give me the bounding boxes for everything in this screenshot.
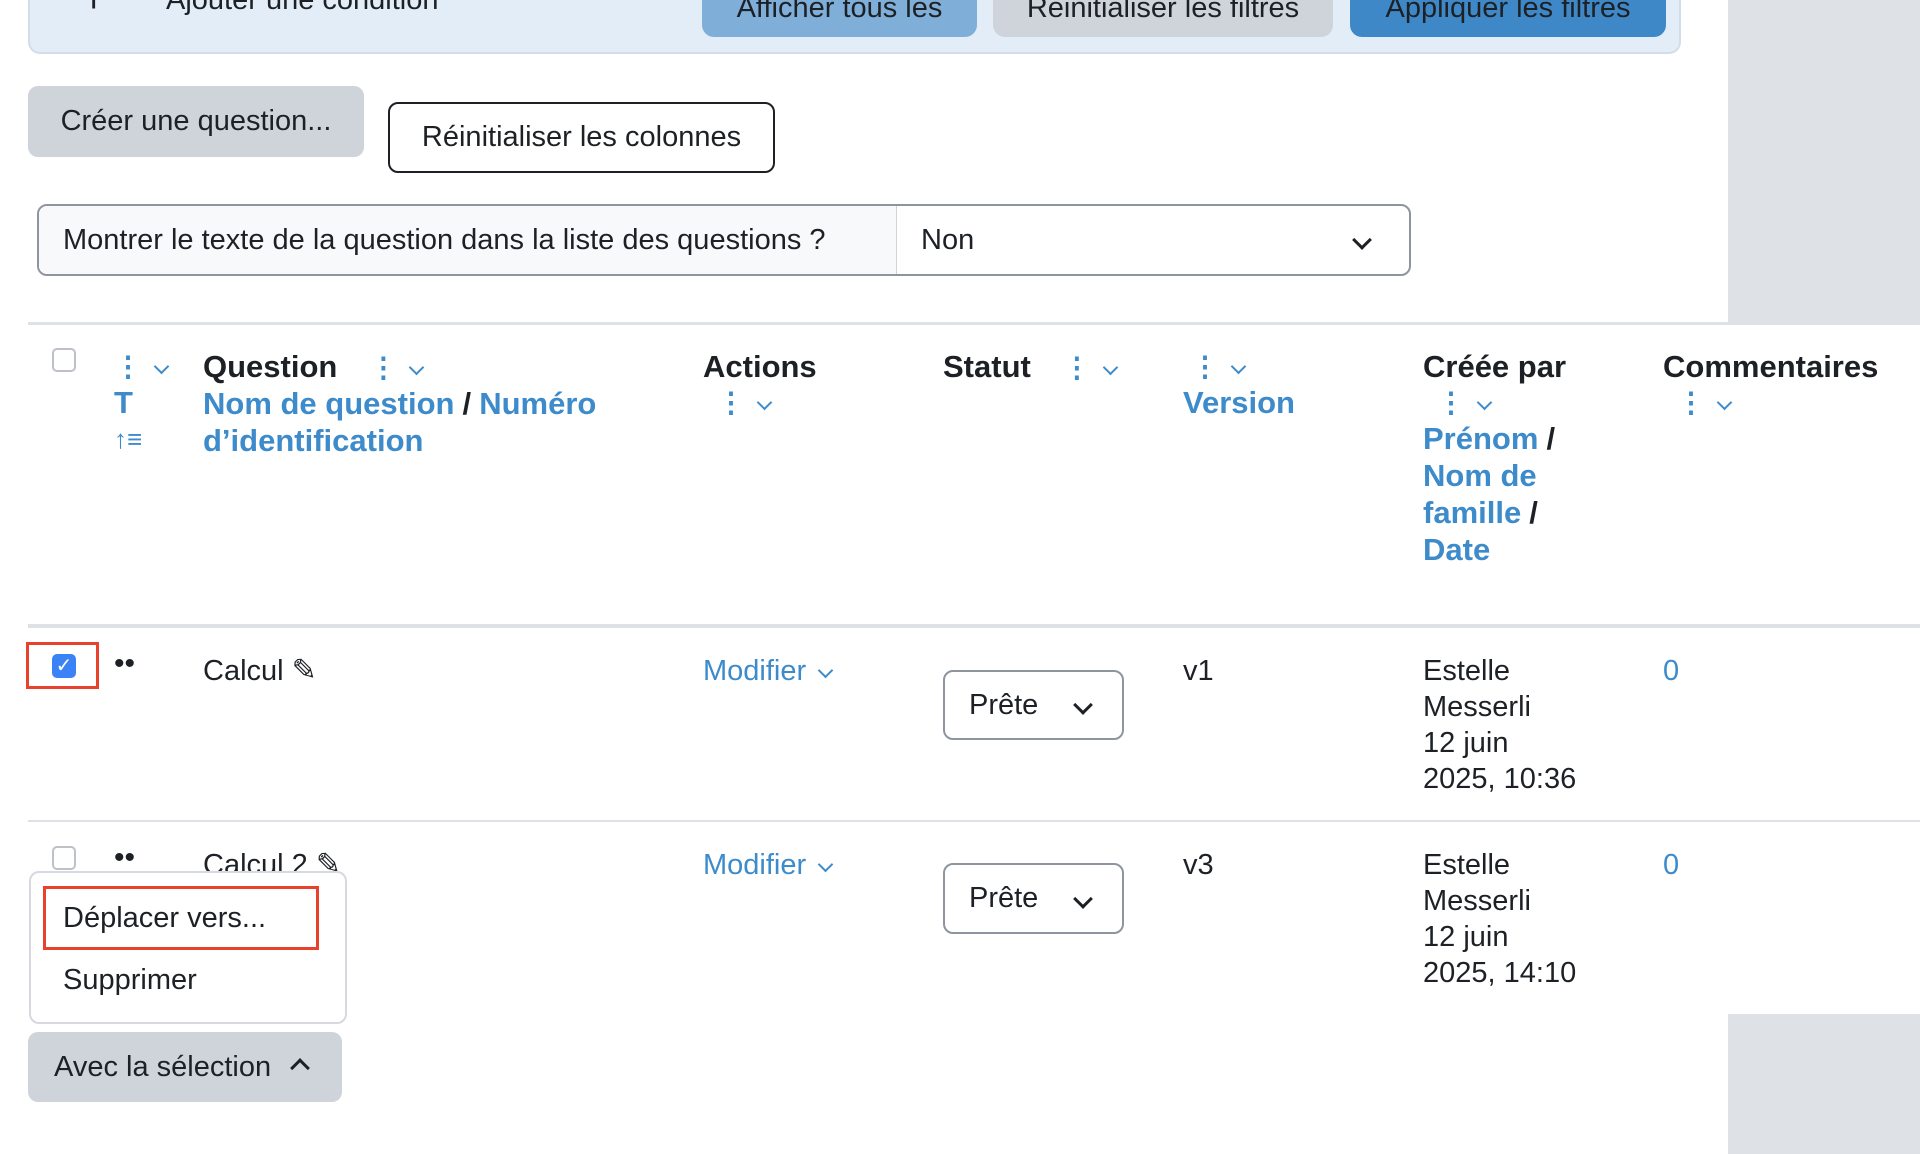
reset-filters-button[interactable]: Réinitialiser les filtres: [993, 0, 1333, 37]
modify-label: Modifier: [703, 655, 807, 687]
pencil-icon[interactable]: ✎: [291, 654, 317, 687]
separator: /: [462, 386, 472, 421]
version-cell: v3: [1183, 849, 1214, 881]
add-condition-link[interactable]: Ajouter une condition: [166, 0, 439, 16]
sort-last-name-link[interactable]: Nom de famille: [1423, 458, 1537, 530]
created-time: 2025, 10:36: [1423, 763, 1577, 795]
row-checkbox[interactable]: ✓: [52, 654, 76, 678]
comments-column-header: Commentaires ⋮: [1663, 349, 1878, 421]
table-row: •• Calcul 2 ✎ Modifier Prête v3 Estelle M…: [0, 822, 1920, 1014]
plus-icon[interactable]: +: [82, 0, 105, 19]
bulk-action-menu: Déplacer vers... Supprimer: [29, 871, 347, 1024]
chevron-down-icon: [1352, 230, 1372, 250]
show-text-group: Montrer le texte de la question dans la …: [37, 204, 1411, 276]
question-column-header: Question ⋮ Nom de question / Numéro d’id…: [203, 349, 643, 460]
sort-id-number-link[interactable]: Numéro d’identification: [203, 386, 597, 458]
created-date: 12 juin: [1423, 727, 1509, 759]
separator: /: [1529, 495, 1538, 530]
version-cell: v1: [1183, 655, 1214, 687]
kebab-menu-icon[interactable]: ⋮: [114, 351, 142, 382]
kebab-menu-icon[interactable]: ⋮: [369, 352, 398, 383]
version-column-header: ⋮ Version: [1183, 349, 1295, 421]
author-last-name: Messerli: [1423, 885, 1531, 917]
author-first-name: Estelle: [1423, 849, 1511, 881]
sort-ascending-icon[interactable]: ↑≡: [114, 424, 143, 454]
chevron-down-icon[interactable]: [1476, 394, 1493, 411]
created-time: 2025, 14:10: [1423, 957, 1577, 989]
status-header: Statut: [943, 349, 1031, 384]
row-border: [28, 820, 1920, 822]
with-selection-button[interactable]: Avec la sélection: [28, 1032, 342, 1102]
created-by-header: Créée par: [1423, 349, 1567, 384]
chevron-down-icon: [817, 662, 834, 679]
created-by-column-header: Créée par ⋮ Prénom / Nom de famille / Da…: [1423, 349, 1623, 568]
highlight-box: [43, 886, 319, 950]
created-by-cell: Estelle Messerli 12 juin 2025, 10:36: [1423, 653, 1576, 797]
show-text-value: Non: [921, 223, 975, 256]
table-top-border: [28, 322, 1920, 325]
filter-panel: + Ajouter une condition Afficher tous le…: [28, 0, 1681, 54]
chevron-down-icon[interactable]: [1716, 394, 1733, 411]
chevron-down-icon[interactable]: [153, 358, 170, 375]
kebab-menu-icon[interactable]: ⋮: [1062, 352, 1091, 383]
create-question-button[interactable]: Créer une question...: [28, 86, 364, 157]
reset-columns-button[interactable]: Réinitialiser les colonnes: [388, 102, 775, 173]
actions-column-header: Actions ⋮: [703, 349, 817, 421]
show-text-select[interactable]: Non: [897, 206, 1409, 274]
show-all-button[interactable]: Afficher tous les: [702, 0, 977, 37]
kebab-menu-icon[interactable]: ⋮: [1677, 387, 1705, 418]
sort-date-link[interactable]: Date: [1423, 532, 1491, 567]
status-select[interactable]: Prête: [943, 863, 1124, 934]
chevron-down-icon[interactable]: [1102, 359, 1119, 376]
side-gutter-top: [1728, 0, 1920, 322]
apply-filters-button[interactable]: Appliquer les filtres: [1350, 0, 1666, 37]
author-last-name: Messerli: [1423, 691, 1531, 723]
comments-header: Commentaires: [1663, 349, 1879, 384]
comments-count-link[interactable]: 0: [1663, 849, 1680, 881]
chevron-down-icon[interactable]: [1230, 358, 1247, 375]
drag-handle-icon[interactable]: ••: [114, 841, 136, 874]
highlight-box: [26, 642, 99, 689]
kebab-menu-icon[interactable]: ⋮: [717, 387, 745, 418]
show-text-label: Montrer le texte de la question dans la …: [39, 206, 897, 274]
drag-handle-icon[interactable]: ••: [114, 647, 136, 680]
status-column-header: Statut ⋮: [943, 349, 1119, 386]
question-name: Calcul: [203, 655, 284, 687]
table-row: ✓ •• Calcul ✎ Modifier Prête v1 Estelle M…: [0, 628, 1920, 820]
chevron-down-icon[interactable]: [756, 394, 773, 411]
separator: /: [1546, 421, 1556, 456]
actions-header: Actions: [703, 349, 817, 384]
status-value: Prête: [969, 882, 1039, 914]
with-selection-label: Avec la sélection: [54, 1050, 272, 1083]
author-first-name: Estelle: [1423, 655, 1511, 687]
row-checkbox[interactable]: [52, 846, 76, 870]
status-value: Prête: [969, 688, 1039, 721]
kebab-menu-icon[interactable]: ⋮: [1437, 387, 1465, 418]
sort-type-link[interactable]: T: [114, 385, 133, 420]
side-gutter-bottom: [1728, 1014, 1920, 1154]
modify-action-menu[interactable]: Modifier: [703, 847, 834, 883]
created-by-cell: Estelle Messerli 12 juin 2025, 14:10: [1423, 847, 1576, 991]
chevron-up-icon: [290, 1058, 310, 1078]
header-bottom-border: [28, 624, 1920, 628]
modify-label: Modifier: [703, 849, 807, 881]
kebab-menu-icon[interactable]: ⋮: [1191, 351, 1219, 382]
chevron-down-icon: [817, 856, 834, 873]
question-name-cell: Calcul ✎: [203, 653, 317, 689]
chevron-down-icon[interactable]: [409, 359, 425, 376]
created-date: 12 juin: [1423, 921, 1509, 953]
chevron-down-icon: [1073, 888, 1094, 909]
status-select[interactable]: Prête: [943, 670, 1124, 740]
sort-version-link[interactable]: Version: [1183, 385, 1295, 420]
modify-action-menu[interactable]: Modifier: [703, 653, 834, 689]
sort-question-name-link[interactable]: Nom de question: [203, 386, 455, 421]
chevron-down-icon: [1073, 695, 1094, 715]
move-to-menu-item[interactable]: Déplacer vers...: [63, 902, 267, 934]
select-all-checkbox[interactable]: [52, 348, 76, 372]
comments-count-link[interactable]: 0: [1663, 655, 1680, 687]
sort-first-name-link[interactable]: Prénom: [1423, 421, 1539, 456]
sort-column-header: ⋮ T ↑≡: [114, 349, 170, 457]
question-header: Question: [203, 349, 338, 384]
delete-menu-item[interactable]: Supprimer: [63, 964, 197, 996]
